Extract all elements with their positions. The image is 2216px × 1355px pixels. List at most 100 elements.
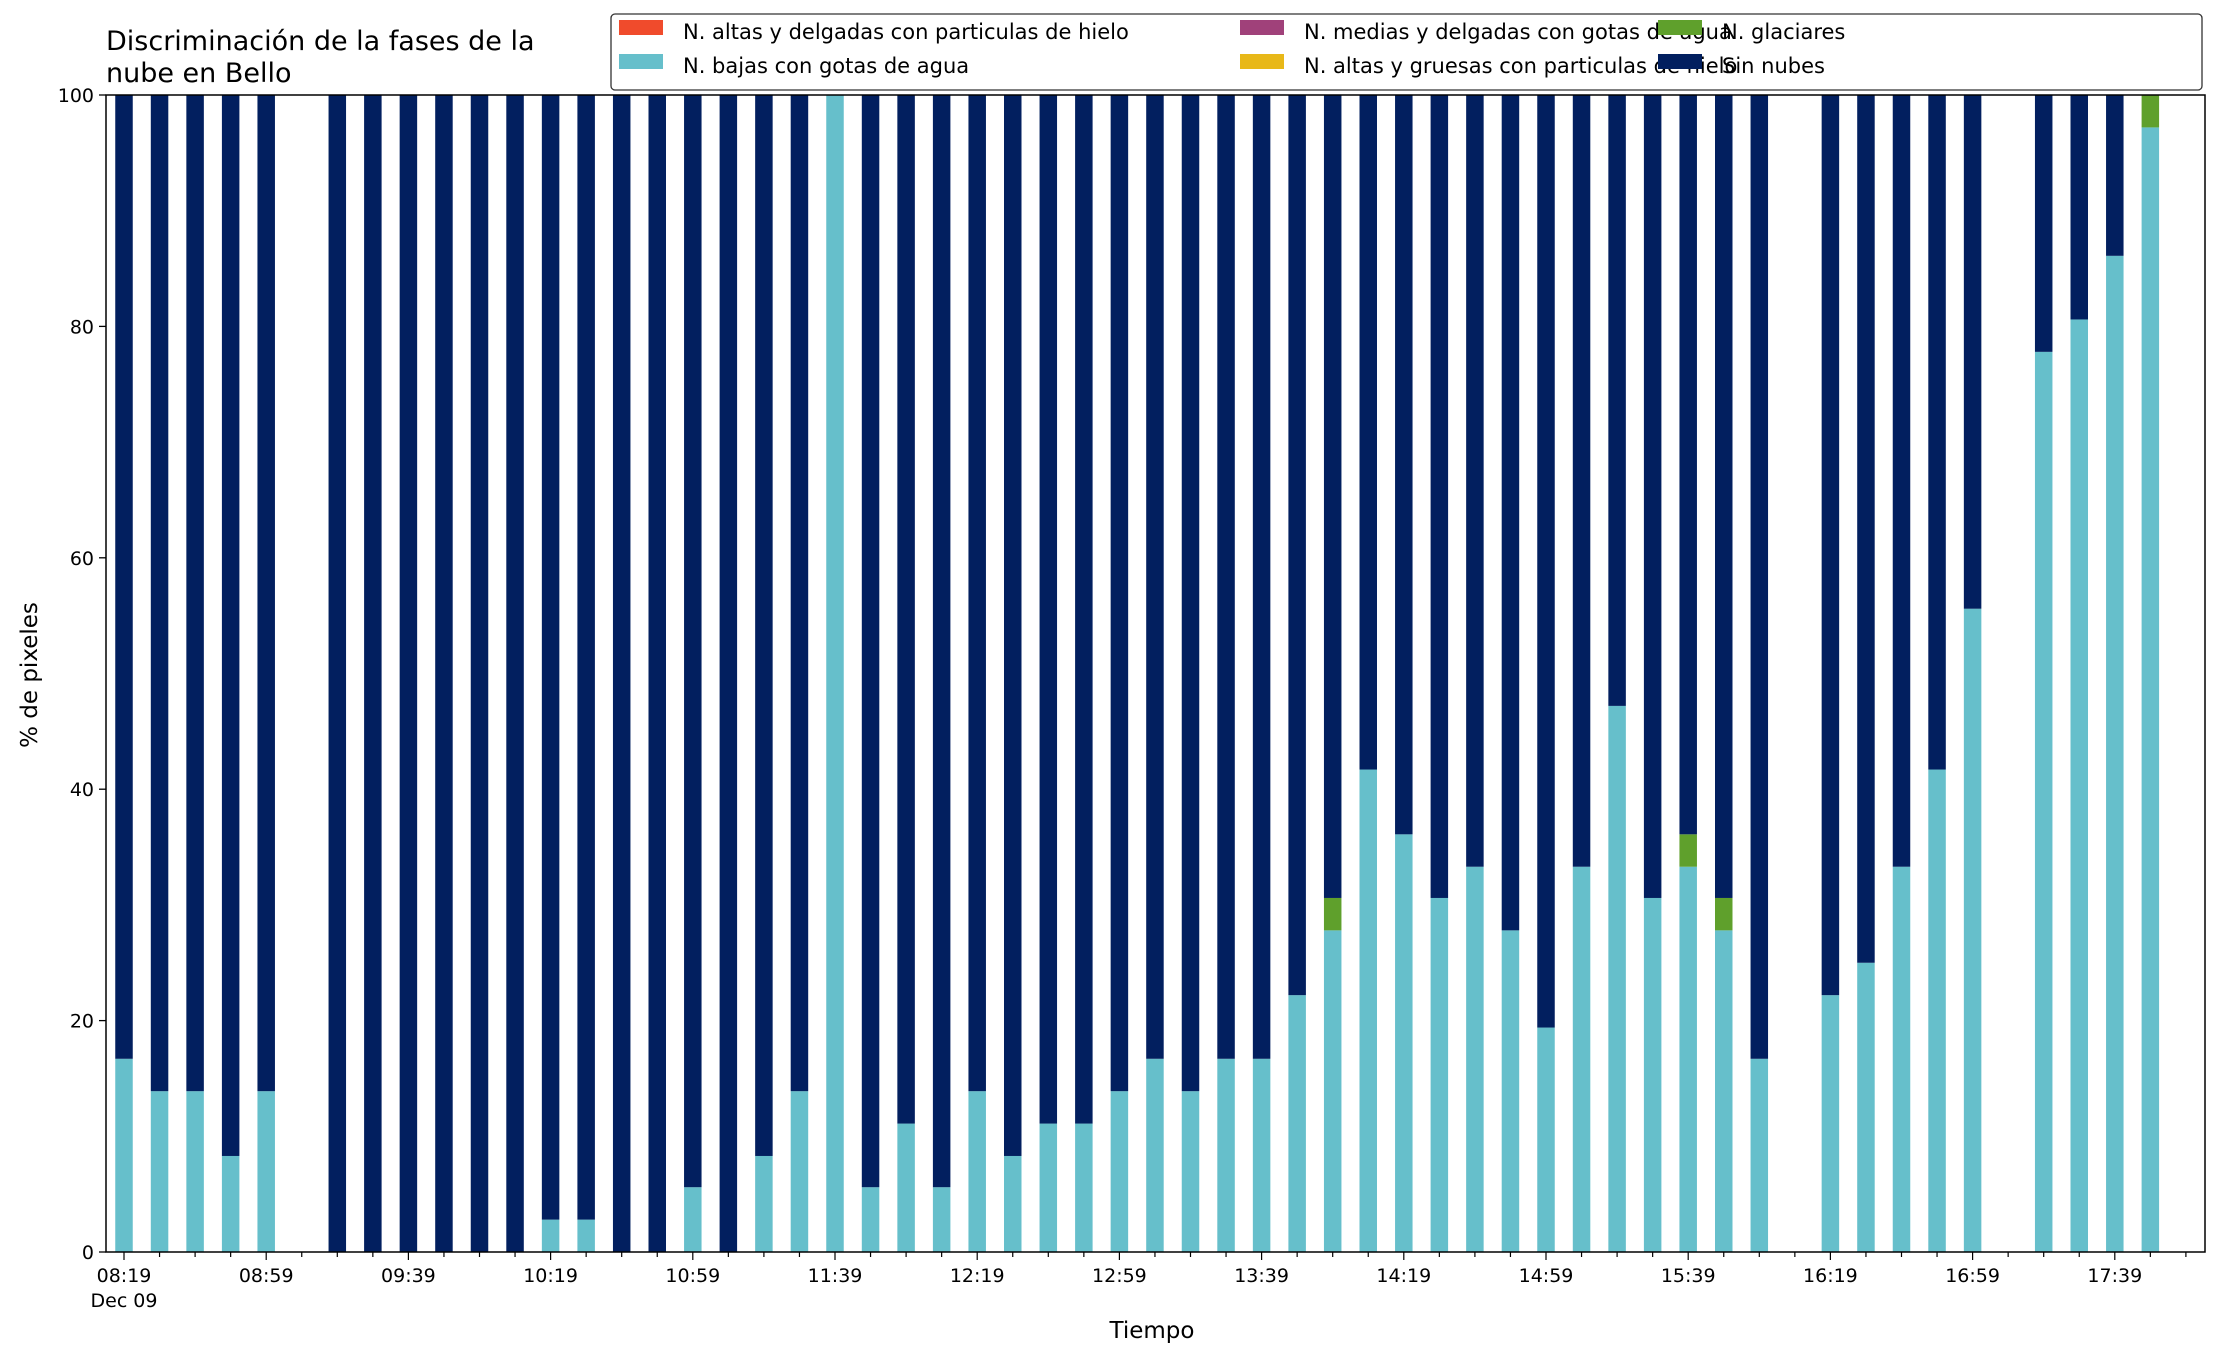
bar-1719-series-5	[2034, 95, 2053, 352]
legend-swatch-2	[619, 54, 663, 69]
bar-0819-series-2	[115, 1058, 133, 1252]
bar-1009-series-5	[506, 95, 524, 1252]
y-tick-label-20: 20	[70, 1011, 94, 1033]
bar-1419-series-5	[1395, 95, 1413, 835]
bar-0819-series-5	[115, 95, 133, 1059]
bar-1409-series-2	[1359, 769, 1377, 1252]
chart-title-line2: nube en Bello	[106, 58, 292, 89]
bar-1449-series-2	[1501, 930, 1520, 1252]
bar-1539-series-2	[1679, 866, 1697, 1252]
bar-1129-series-5	[790, 95, 809, 1092]
x-axis-label: Tiempo	[1109, 1318, 1195, 1344]
y-tick-label-40: 40	[70, 779, 94, 801]
x-tick-label-1219: 12:19	[950, 1265, 1005, 1287]
bar-1229-series-2	[1004, 1155, 1022, 1252]
bar-1319-series-2	[1181, 1091, 1200, 1252]
bar-1329-series-2	[1217, 1058, 1235, 1252]
legend-swatch-4	[1240, 20, 1284, 35]
bar-1019-series-2	[541, 1219, 560, 1252]
bar-1149-series-5	[861, 95, 880, 1188]
bar-0929-series-5	[364, 95, 382, 1252]
bar-1239-series-5	[1039, 95, 1058, 1124]
legend-swatch-5	[1658, 54, 1702, 69]
bar-1209-series-5	[932, 95, 951, 1188]
bar-1649-series-5	[1928, 95, 1946, 770]
bar-1329-series-5	[1217, 95, 1235, 1059]
legend-label-3: N. glaciares	[1722, 20, 1845, 44]
bar-1219-series-5	[968, 95, 986, 1092]
chart-title-line1: Discriminación de la fases de la	[106, 26, 535, 57]
bar-0829-series-2	[150, 1091, 169, 1252]
x-tick-label-1419: 14:19	[1376, 1265, 1431, 1287]
bar-0839-series-5	[186, 95, 204, 1092]
legend-swatch-3	[1658, 20, 1702, 35]
x-tick-label-1259: 12:59	[1092, 1265, 1147, 1287]
x-tick-label-1659: 16:59	[1945, 1265, 2000, 1287]
x-tick-label-1619: 16:19	[1803, 1265, 1858, 1287]
bar-1729-series-2	[2070, 319, 2088, 1253]
bar-1549-series-5	[1715, 95, 1733, 898]
bar-1739-series-5	[2106, 95, 2124, 256]
bar-0949-series-5	[435, 95, 453, 1252]
bar-1149-series-2	[861, 1187, 880, 1252]
bar-1629-series-2	[1857, 962, 1875, 1252]
bar-1119-series-2	[755, 1155, 773, 1252]
bar-1529-series-5	[1643, 95, 1662, 898]
bar-1519-series-2	[1608, 705, 1626, 1252]
bar-1219-series-2	[968, 1091, 986, 1252]
bar-1359-series-5	[1323, 95, 1342, 898]
bar-0859-series-2	[257, 1091, 275, 1252]
bar-1459-series-5	[1537, 95, 1555, 1028]
bar-1109-series-5	[719, 95, 738, 1252]
bar-0919-series-5	[328, 95, 347, 1252]
bar-1409-series-5	[1359, 95, 1377, 770]
bar-0859-series-5	[257, 95, 275, 1092]
bar-1359-series-2	[1323, 930, 1342, 1252]
bar-1559-series-2	[1750, 1058, 1769, 1252]
x-tick-label-0859: 08:59	[239, 1265, 294, 1287]
bar-1619-series-2	[1821, 995, 1840, 1252]
bar-1349-series-5	[1288, 95, 1306, 996]
y-tick-label-60: 60	[70, 548, 94, 570]
bar-1049-series-5	[648, 95, 666, 1252]
bar-1659-series-5	[1963, 95, 1982, 609]
x-tick-label-1739: 17:39	[2087, 1265, 2142, 1287]
bar-1349-series-2	[1288, 995, 1306, 1252]
bar-1339-series-5	[1252, 95, 1271, 1059]
bar-1429-series-5	[1430, 95, 1449, 898]
bar-1019-series-5	[541, 95, 560, 1220]
bar-1139-series-2	[826, 95, 844, 1252]
bar-1539-series-3	[1679, 834, 1697, 867]
bar-1659-series-2	[1963, 608, 1982, 1252]
bar-0829-series-5	[150, 95, 169, 1092]
bar-1159-series-5	[897, 95, 915, 1124]
bar-1739-series-2	[2106, 255, 2124, 1252]
bar-1639-series-2	[1892, 866, 1911, 1252]
bar-1119-series-5	[755, 95, 773, 1156]
x-tick-label-0819: 08:19	[97, 1265, 152, 1287]
bar-1039-series-5	[612, 95, 631, 1252]
bar-1619-series-5	[1821, 95, 1840, 996]
bar-1229-series-5	[1004, 95, 1022, 1156]
x-tick-label-1339: 13:39	[1234, 1265, 1289, 1287]
bar-1439-series-5	[1466, 95, 1484, 867]
bar-0849-series-5	[221, 95, 240, 1156]
legend-box	[610, 13, 2203, 91]
bar-1209-series-2	[932, 1187, 951, 1252]
x-tick-label-1459: 14:59	[1519, 1265, 1574, 1287]
bar-1629-series-5	[1857, 95, 1875, 963]
bar-1549-series-3	[1715, 897, 1733, 931]
legend-label-5: Sin nubes	[1722, 54, 1825, 78]
legend-swatch-0	[619, 20, 663, 35]
bar-1159-series-2	[897, 1123, 915, 1252]
bar-1729-series-5	[2070, 95, 2088, 320]
bar-0939-series-5	[399, 95, 418, 1252]
x-tick-label-1139: 11:39	[808, 1265, 863, 1287]
x-tick-label-1059: 10:59	[665, 1265, 720, 1287]
y-tick-label-0: 0	[82, 1242, 94, 1264]
bar-1539-series-5	[1679, 95, 1697, 835]
bar-1559-series-5	[1750, 95, 1769, 1059]
bar-1359-series-3	[1323, 897, 1342, 931]
bar-1509-series-2	[1572, 866, 1591, 1252]
bar-1029-series-5	[577, 95, 595, 1220]
